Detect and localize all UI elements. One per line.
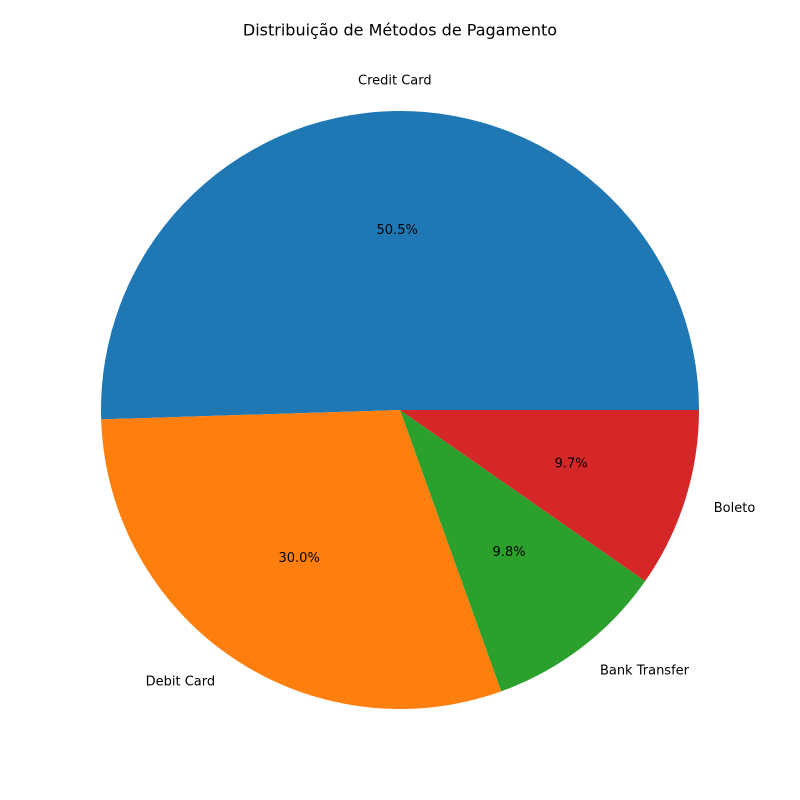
slice-boleto — [400, 410, 699, 582]
chart-title: Distribuição de Métodos de Pagamento — [243, 21, 557, 40]
slice-bank-transfer — [400, 410, 646, 692]
label-debit-card: Debit Card — [146, 675, 216, 690]
pct-bank-transfer: 9.8% — [493, 545, 526, 560]
label-bank-transfer: Bank Transfer — [600, 664, 690, 679]
pct-credit-card: 50.5% — [377, 223, 418, 238]
pct-debit-card: 30.0% — [279, 551, 320, 566]
pie-labels: Credit Card 50.5% Debit Card 30.0% Bank Tran… — [146, 74, 756, 690]
slice-credit-card — [101, 111, 699, 420]
pie-slices — [101, 111, 699, 710]
pct-boleto: 9.7% — [555, 456, 588, 471]
label-credit-card: Credit Card — [358, 74, 432, 89]
label-boleto: Boleto — [714, 501, 756, 516]
slice-debit-card — [101, 410, 502, 710]
